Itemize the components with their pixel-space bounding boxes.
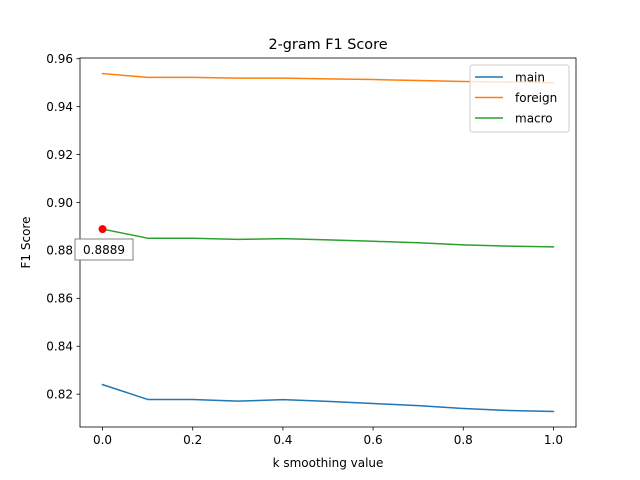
legend-label-macro: macro bbox=[515, 111, 553, 125]
x-axis-label: k smoothing value bbox=[273, 456, 384, 470]
series-line-macro bbox=[101, 228, 555, 248]
y-tick-label: 0.94 bbox=[46, 100, 73, 114]
x-tick-label: 0.8 bbox=[454, 433, 473, 447]
y-tick-label: 0.92 bbox=[46, 148, 73, 162]
chart-title: 2-gram F1 Score bbox=[268, 37, 387, 53]
y-tick-label: 0.88 bbox=[46, 244, 73, 258]
legend-label-main: main bbox=[515, 70, 545, 84]
x-tick-label: 0.0 bbox=[93, 433, 112, 447]
y-axis: 0.82 0.84 0.86 0.88 0.90 0.92 0.94 0.96 bbox=[46, 52, 80, 401]
series-line-main bbox=[101, 383, 555, 413]
y-tick-label: 0.90 bbox=[46, 196, 73, 210]
y-tick-label: 0.82 bbox=[46, 387, 73, 401]
annotation-point bbox=[98, 225, 107, 234]
y-axis-label: F1 Score bbox=[19, 217, 33, 269]
x-tick-label: 0.2 bbox=[183, 433, 202, 447]
annotation-box bbox=[74, 238, 134, 261]
annotation: 0.8889 bbox=[74, 225, 134, 261]
legend-label-foreign: foreign bbox=[515, 91, 557, 105]
annotation-label: 0.8889 bbox=[83, 243, 125, 257]
legend-frame bbox=[469, 64, 570, 133]
x-axis: 0.0 0.2 0.4 0.6 0.8 1.0 bbox=[93, 427, 563, 447]
y-tick-label: 0.84 bbox=[46, 340, 73, 354]
x-tick-label: 1.0 bbox=[544, 433, 563, 447]
y-tick-label: 0.96 bbox=[46, 52, 73, 66]
x-tick-label: 0.6 bbox=[364, 433, 383, 447]
y-tick-label: 0.86 bbox=[46, 292, 73, 306]
x-tick-label: 0.4 bbox=[273, 433, 292, 447]
legend: main foreign macro bbox=[469, 64, 570, 133]
